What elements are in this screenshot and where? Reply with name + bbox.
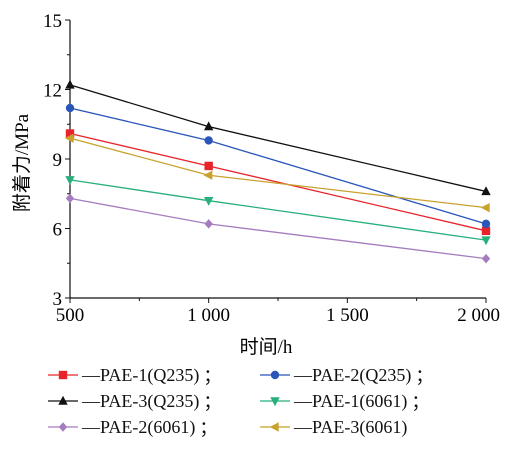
x-tick-label: 2 000 (457, 305, 500, 326)
x-tick-label: 1 000 (187, 305, 230, 326)
legend-marker (58, 370, 68, 380)
data-point (65, 129, 75, 138)
series-1 (65, 129, 491, 236)
data-point (65, 103, 75, 113)
legend-label: —PAE-2(Q235) (294, 364, 412, 385)
series-layer (64, 79, 491, 264)
data-point (204, 136, 213, 145)
data-point (65, 176, 75, 186)
legend-swatch (260, 370, 290, 380)
data-point (480, 202, 490, 213)
legend-item: —PAE-2(6061)； (46, 414, 217, 440)
legend-separator: ； (415, 366, 434, 386)
data-point (64, 133, 74, 143)
series-line (69, 107, 487, 225)
data-point (65, 193, 75, 204)
data-point (203, 170, 213, 180)
data-point (204, 161, 213, 171)
legend-item: —PAE-1(6061)； (258, 388, 429, 414)
legend-separator: ； (203, 366, 222, 386)
data-point (481, 253, 491, 264)
legend-separator: ； (203, 392, 222, 412)
legend-marker (270, 370, 280, 380)
chart: 3 6 9 12 15 500 1 000 1 500 2 000 时间/h 附着力/MPa (11, 11, 500, 358)
x-axis-label: 时间/h (240, 336, 293, 358)
legend-item: —PAE-1(Q235)； (46, 362, 221, 388)
legend-item: —PAE-2(Q235)； (258, 362, 433, 388)
y-axis-label: 附着力/MPa (11, 113, 33, 212)
y-tick-label: 6 (53, 220, 63, 241)
data-point (481, 226, 491, 236)
legend-swatch (260, 422, 290, 432)
legend-item: —PAE-3(6061) (258, 414, 407, 440)
y-tick-label: 12 (43, 81, 62, 102)
legend-label: —PAE-3(Q235) (82, 390, 200, 411)
y-tick-label: 9 (53, 150, 63, 171)
series-6 (64, 133, 490, 213)
axes (69, 20, 486, 299)
series-3 (65, 79, 491, 196)
legend-separator: ； (411, 392, 430, 412)
x-tick-label: 1 500 (326, 305, 369, 326)
series-line (69, 132, 487, 232)
legend-marker (270, 397, 280, 407)
data-point (65, 79, 75, 89)
legend-swatch (48, 395, 78, 405)
data-point (481, 219, 491, 229)
series-4 (65, 176, 491, 246)
data-point (203, 121, 214, 131)
y-tick-label: 15 (43, 11, 62, 32)
series-5 (65, 193, 491, 264)
legend-item: —PAE-3(Q235)； (46, 388, 221, 414)
series-2 (65, 103, 491, 229)
legend-label: —PAE-1(6061) (294, 390, 408, 411)
legend-label: —PAE-3(6061) (294, 416, 408, 437)
legend-separator: ； (199, 418, 218, 438)
data-point (204, 219, 213, 229)
series-line (69, 197, 487, 260)
legend-swatch (48, 422, 78, 432)
x-tick-label: 500 (56, 305, 85, 326)
legend-label: —PAE-1(Q235) (82, 364, 200, 385)
data-point (481, 186, 491, 196)
legend-marker (269, 422, 279, 432)
legend-label: —PAE-2(6061) (82, 416, 196, 437)
legend-swatch (260, 397, 290, 407)
y-tick-label: 3 (53, 289, 63, 310)
ticks: 3 6 9 12 15 500 1 000 1 500 2 000 (43, 11, 500, 326)
data-point (203, 197, 214, 206)
legend-marker (58, 422, 68, 432)
legend-swatch (48, 370, 78, 380)
data-point (481, 236, 491, 246)
legend-marker (58, 395, 68, 405)
series-line (69, 84, 487, 193)
